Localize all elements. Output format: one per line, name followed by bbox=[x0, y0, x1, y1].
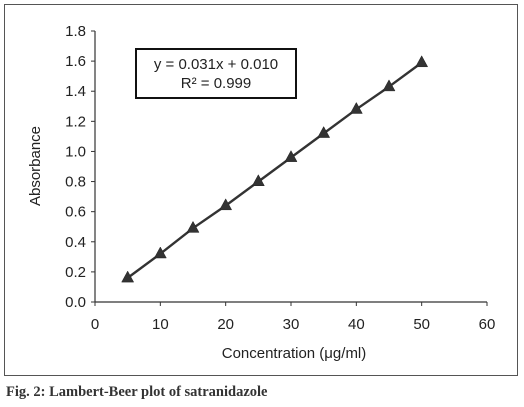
equation-box bbox=[135, 48, 297, 99]
data-point-marker bbox=[317, 126, 331, 138]
x-tick-label: 0 bbox=[91, 316, 99, 333]
y-tick-label: 1.0 bbox=[65, 143, 86, 160]
y-tick-label: 0.0 bbox=[65, 294, 86, 311]
data-point-marker bbox=[382, 79, 396, 92]
data-point-marker bbox=[349, 101, 363, 114]
x-tick-label: 30 bbox=[283, 316, 300, 333]
x-tick-label: 40 bbox=[348, 316, 365, 333]
lambert-beer-chart: 0.0 0.2 0.4 0.6 0.8 1.0 1.2 1.4 1.6 1.8 0 10 20 30 40 5… bbox=[27, 23, 495, 362]
x-tick-label: 50 bbox=[413, 316, 430, 333]
regression-annotation: y = 0.031x + 0.010 R² = 0.999 bbox=[135, 48, 297, 99]
y-axis-label: Absorbance bbox=[27, 126, 44, 206]
data-point-marker bbox=[153, 246, 167, 259]
series-layer bbox=[121, 55, 429, 283]
y-tick-label: 0.8 bbox=[65, 174, 86, 191]
x-axis-label: Concentration (μg/ml) bbox=[222, 345, 367, 362]
x-tick-label: 10 bbox=[152, 316, 169, 333]
y-tick-label: 0.6 bbox=[65, 204, 86, 221]
r-squared-text: R² = 0.999 bbox=[181, 75, 251, 92]
equation-text: y = 0.031x + 0.010 bbox=[154, 56, 278, 73]
y-tick-label: 0.2 bbox=[65, 264, 86, 281]
y-tick-label: 1.6 bbox=[65, 53, 86, 70]
x-tick-label: 20 bbox=[217, 316, 234, 333]
data-point-marker bbox=[219, 198, 233, 211]
x-tick-label: 60 bbox=[479, 316, 496, 333]
figure-caption: Fig. 2: Lambert-Beer plot of satranidazo… bbox=[6, 384, 268, 400]
series-line bbox=[126, 61, 423, 279]
y-tick-label: 0.4 bbox=[65, 234, 86, 251]
data-point-marker bbox=[186, 220, 200, 233]
data-point-marker bbox=[121, 270, 135, 283]
data-point-marker bbox=[415, 55, 429, 68]
y-tick-label: 1.2 bbox=[65, 113, 86, 130]
y-tick-label: 1.8 bbox=[65, 23, 86, 40]
data-point-marker bbox=[251, 174, 265, 186]
axes: 0.0 0.2 0.4 0.6 0.8 1.0 1.2 1.4 1.6 1.8 0 10 20 30 40 5… bbox=[65, 23, 495, 333]
y-tick-label: 1.4 bbox=[65, 83, 86, 100]
data-point-marker bbox=[284, 150, 298, 162]
